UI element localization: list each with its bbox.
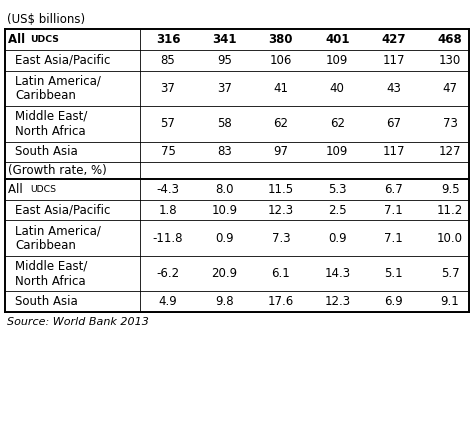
Text: 341: 341 [212,33,237,46]
Text: 9.8: 9.8 [215,295,234,308]
Text: Middle East/
North Africa: Middle East/ North Africa [15,110,88,138]
Text: 130: 130 [439,54,461,67]
Text: 7.3: 7.3 [272,232,290,245]
Text: 20.9: 20.9 [211,267,237,280]
Text: 0.9: 0.9 [328,232,346,245]
Text: 57: 57 [161,117,175,130]
Text: 4.9: 4.9 [159,295,177,308]
Text: -11.8: -11.8 [153,232,183,245]
Text: East Asia/Pacific: East Asia/Pacific [15,54,110,67]
Text: 6.1: 6.1 [272,267,290,280]
Text: 6.9: 6.9 [384,295,403,308]
Text: 6.7: 6.7 [384,183,403,196]
Text: South Asia: South Asia [15,145,78,158]
Text: 11.2: 11.2 [437,204,463,216]
Text: East Asia/Pacific: East Asia/Pacific [15,204,110,216]
Text: (US$ billions): (US$ billions) [7,13,85,26]
Text: 83: 83 [217,145,232,158]
Text: 85: 85 [161,54,175,67]
Text: 75: 75 [161,145,175,158]
Text: All: All [8,183,26,196]
Text: 10.0: 10.0 [437,232,463,245]
Text: 41: 41 [273,82,288,95]
Text: All: All [8,33,29,46]
Text: 0.9: 0.9 [215,232,234,245]
Text: 97: 97 [273,145,288,158]
Text: 117: 117 [383,54,405,67]
Text: 37: 37 [217,82,232,95]
Text: 14.3: 14.3 [324,267,350,280]
Text: 2.5: 2.5 [328,204,346,216]
Text: UDCS: UDCS [30,185,56,194]
Text: 37: 37 [161,82,175,95]
Text: 117: 117 [383,145,405,158]
Text: 5.3: 5.3 [328,183,346,196]
Text: 11.5: 11.5 [268,183,294,196]
Text: 5.7: 5.7 [441,267,459,280]
Text: 468: 468 [438,33,463,46]
Text: 40: 40 [330,82,345,95]
Text: 106: 106 [270,54,292,67]
Text: UDCS: UDCS [30,35,59,44]
Text: 62: 62 [273,117,288,130]
Text: 43: 43 [386,82,401,95]
Text: -4.3: -4.3 [156,183,180,196]
Text: Source: World Bank 2013: Source: World Bank 2013 [7,317,148,327]
Text: 47: 47 [443,82,457,95]
Text: 127: 127 [439,145,461,158]
Text: 9.1: 9.1 [441,295,459,308]
Text: 12.3: 12.3 [324,295,350,308]
Text: South Asia: South Asia [15,295,78,308]
Text: 17.6: 17.6 [268,295,294,308]
Text: 5.1: 5.1 [384,267,403,280]
Text: -6.2: -6.2 [156,267,180,280]
Text: 7.1: 7.1 [384,204,403,216]
Text: 12.3: 12.3 [268,204,294,216]
Text: 109: 109 [326,145,348,158]
Text: Latin America/
Caribbean: Latin America/ Caribbean [15,74,101,102]
Text: Middle East/
North Africa: Middle East/ North Africa [15,260,88,288]
Text: 67: 67 [386,117,401,130]
Text: 10.9: 10.9 [211,204,237,216]
Text: 427: 427 [382,33,406,46]
Text: 9.5: 9.5 [441,183,459,196]
Text: 7.1: 7.1 [384,232,403,245]
Text: 73: 73 [443,117,457,130]
Text: 62: 62 [330,117,345,130]
Text: Latin America/
Caribbean: Latin America/ Caribbean [15,224,101,252]
Text: 58: 58 [217,117,232,130]
Text: 95: 95 [217,54,232,67]
Text: 1.8: 1.8 [159,204,177,216]
Text: 316: 316 [156,33,180,46]
Text: (Growth rate, %): (Growth rate, %) [8,164,106,177]
Text: 380: 380 [269,33,293,46]
Text: 8.0: 8.0 [215,183,234,196]
Text: 109: 109 [326,54,348,67]
Text: 401: 401 [325,33,349,46]
